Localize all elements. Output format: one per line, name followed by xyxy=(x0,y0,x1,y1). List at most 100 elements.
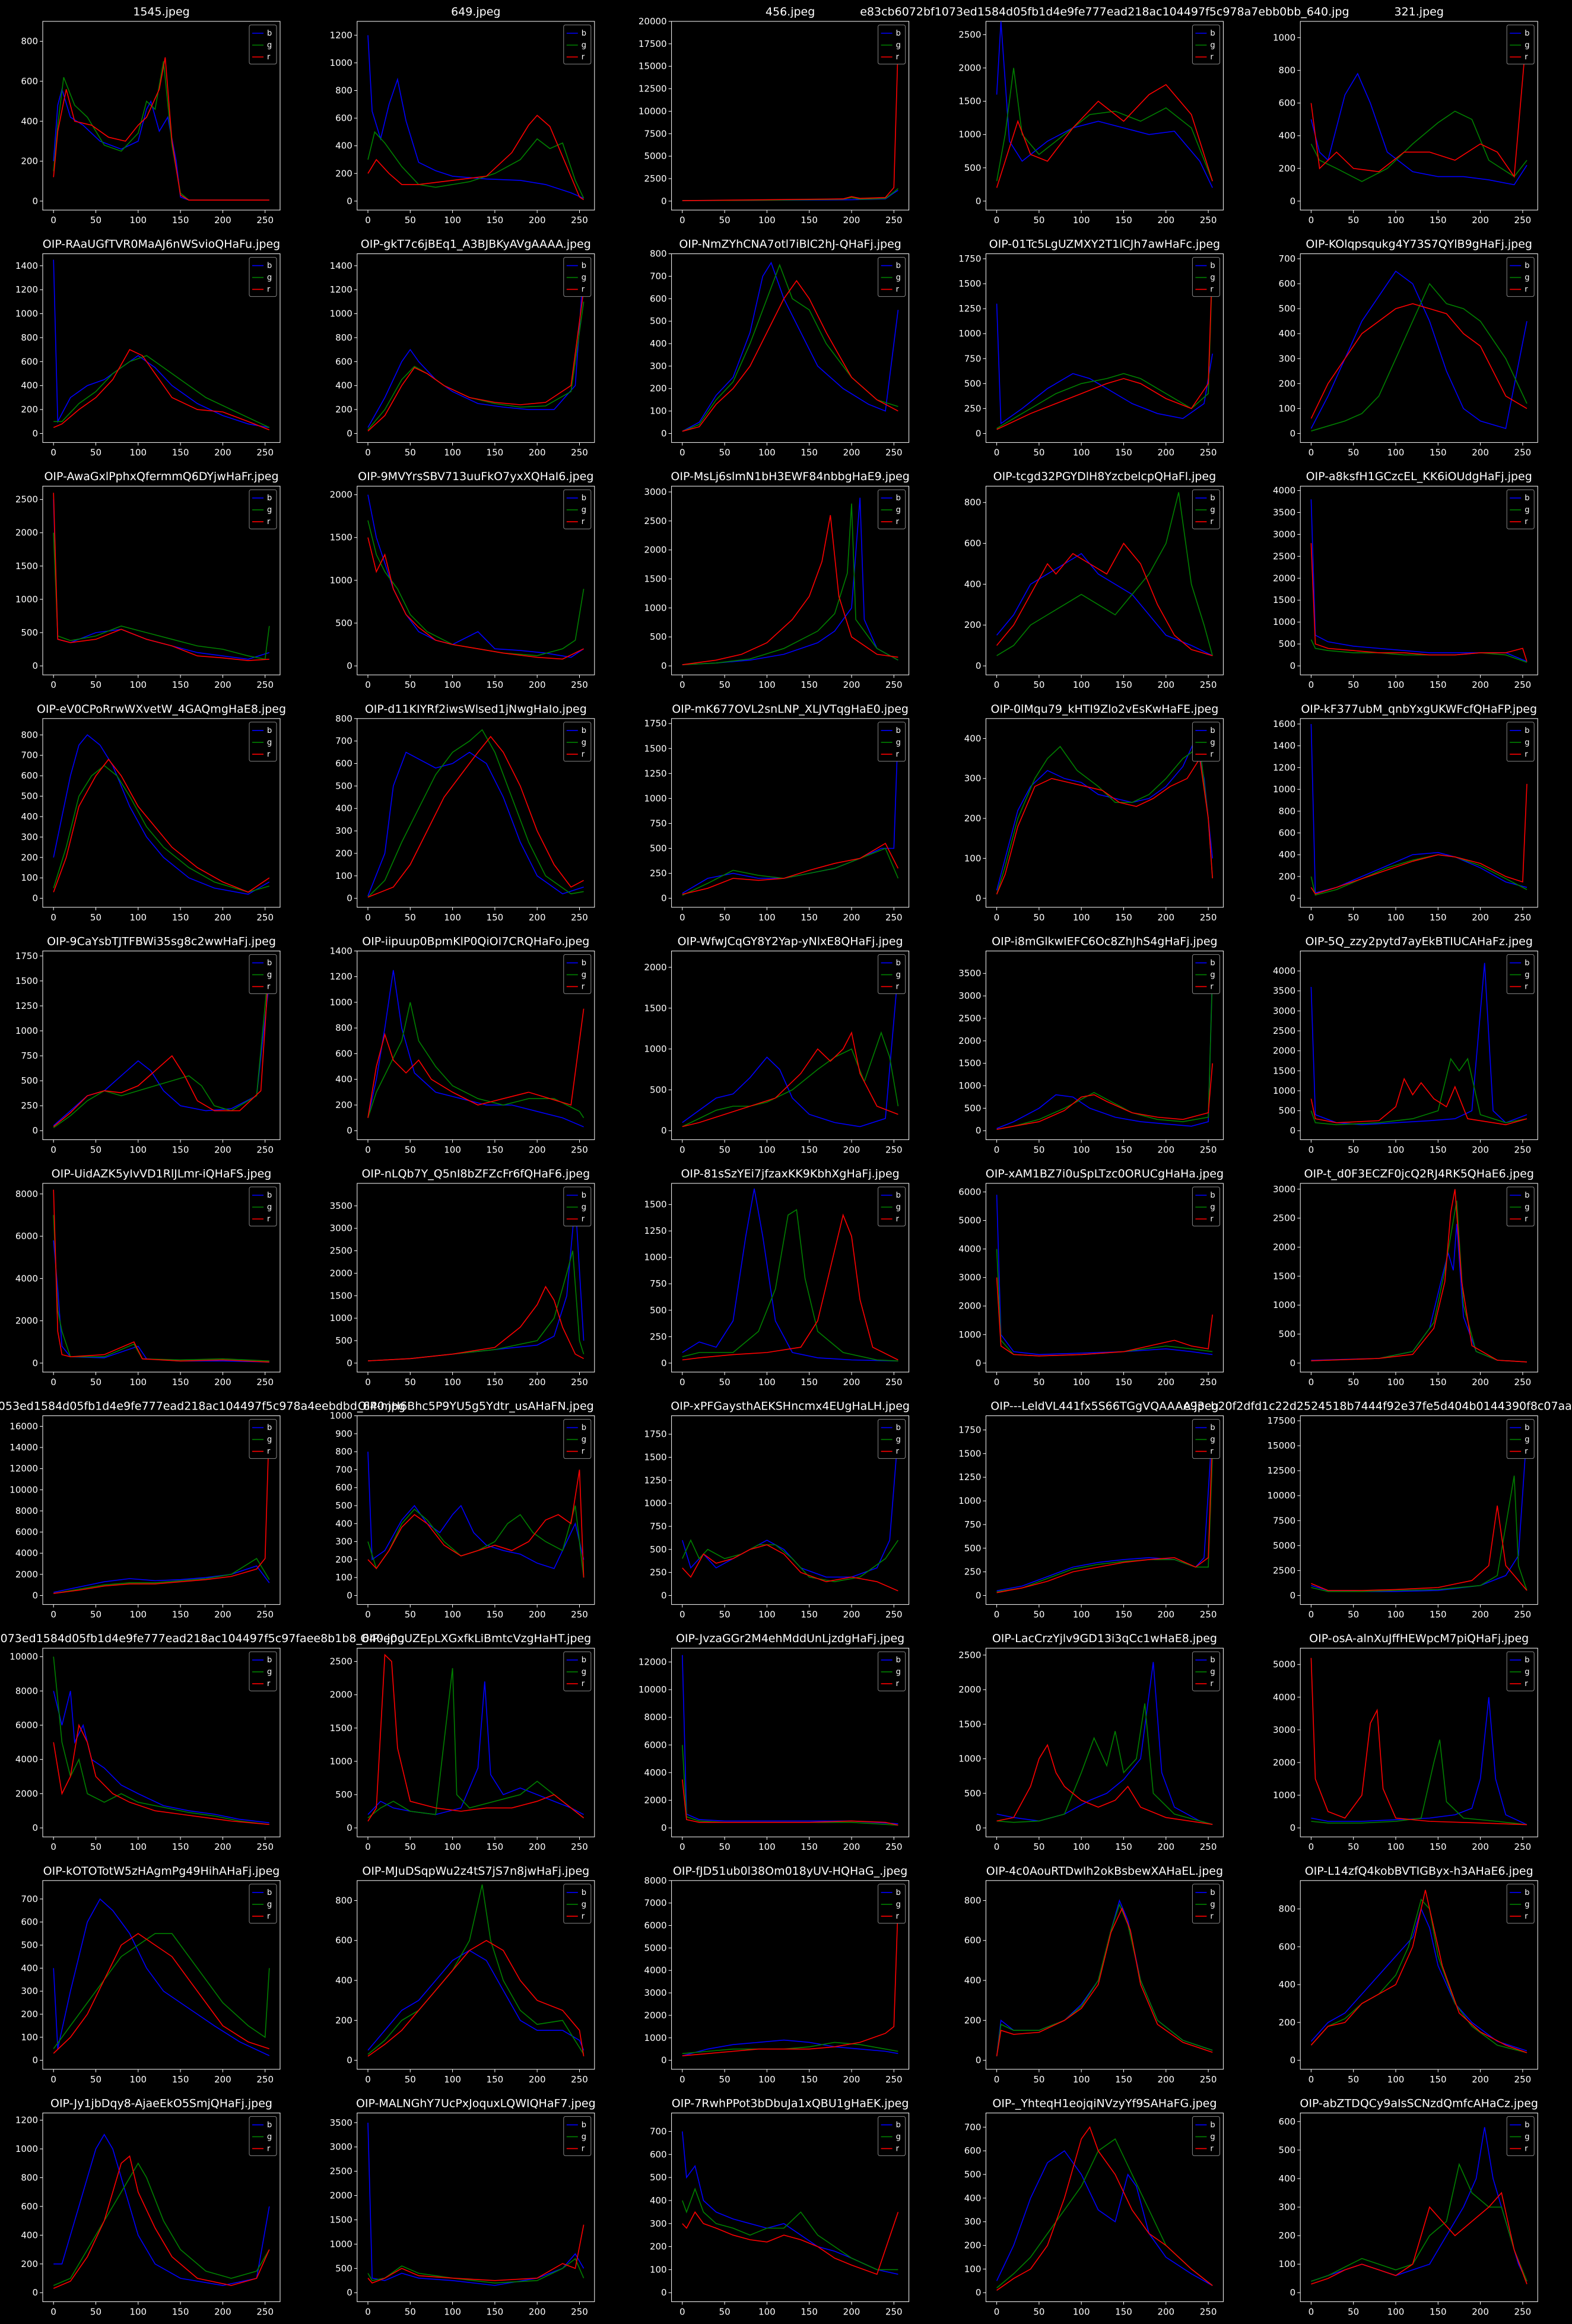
series-line-g xyxy=(996,1903,1213,2057)
chart-title: OIP-UidAZK5yIvVD1RlJLmr-iQHaFS.jpeg xyxy=(52,1167,272,1180)
axes-frame xyxy=(671,1880,910,2070)
series-line-g xyxy=(996,68,1213,182)
y-tick-label: 200 xyxy=(335,2015,352,2025)
axes-frame xyxy=(985,950,1224,1140)
y-tick-label: 0 xyxy=(661,428,667,439)
series-line-g xyxy=(53,1215,269,1362)
legend-label-g: g xyxy=(267,970,272,979)
legend-box xyxy=(1506,1186,1535,1227)
series-line-b xyxy=(53,2133,270,2286)
axes-frame xyxy=(671,950,910,1140)
axes-frame xyxy=(985,718,1224,908)
series-line-r xyxy=(367,2224,585,2284)
y-tick-label: 10000 xyxy=(9,1652,38,1662)
y-tick-label: 1200 xyxy=(15,2115,38,2126)
histogram-panel: OIP-xPFGaysthAEKSHncmx4EUgHaLH.jpeg 0 250 5… xyxy=(644,1400,910,1620)
series-line-g xyxy=(996,1453,1213,1592)
y-tick-label: 1400 xyxy=(330,945,352,956)
y-tick-label: 700 xyxy=(21,1894,38,1904)
x-tick-label: 50 xyxy=(405,912,416,923)
y-tick-label: 1000 xyxy=(15,1026,38,1036)
y-tick-label: 1200 xyxy=(330,30,352,40)
y-tick-label: 3500 xyxy=(330,1201,352,1211)
histogram-panel: OIP-9MVYrsSBV713uuFkO7yxXQHaI6.jpeg05001… xyxy=(330,470,595,690)
y-tick-label: 1400 xyxy=(330,261,352,271)
y-tick-label: 2000 xyxy=(644,962,666,973)
x-tick-label: 250 xyxy=(256,1144,274,1155)
series-line-r xyxy=(682,1903,899,2056)
y-tick-label: 2500 xyxy=(958,1013,981,1024)
y-tick-label: 1500 xyxy=(330,1723,352,1734)
y-tick-label: 5000 xyxy=(1273,1540,1295,1551)
x-tick-label: 100 xyxy=(129,215,147,226)
y-tick-label: 800 xyxy=(650,249,667,259)
chart-title: OIP-t_d0F3ECZF0jcQ2RJ4RK5QHaE6.jpeg xyxy=(1304,1167,1533,1180)
x-tick-label: 50 xyxy=(1033,1842,1044,1852)
legend-label-r: r xyxy=(896,750,900,759)
x-tick-label: 150 xyxy=(1115,1144,1132,1155)
x-tick-label: 250 xyxy=(256,1377,274,1388)
y-tick-label: 7000 xyxy=(644,1898,666,1909)
x-tick-label: 250 xyxy=(571,1842,588,1852)
y-tick-label: 20000 xyxy=(639,16,667,27)
legend-label-r: r xyxy=(267,1912,271,1921)
series-line-b xyxy=(367,751,584,897)
legend-label-g: g xyxy=(896,1900,901,1909)
histogram-panel: OIP-81sSzYEi7jfzaxKK9KbhXgHaFj.jpeg 0 250 5… xyxy=(644,1167,910,1388)
y-tick-label: 500 xyxy=(964,2169,982,2180)
legend-label-b: b xyxy=(582,958,586,967)
x-tick-label: 250 xyxy=(571,1377,588,1388)
series-line-r xyxy=(682,1779,898,1826)
legend-label-b: b xyxy=(582,1424,586,1433)
y-tick-label: 500 xyxy=(650,843,667,854)
x-tick-label: 100 xyxy=(1387,1377,1405,1388)
y-tick-label: 600 xyxy=(964,1935,982,1946)
x-tick-label: 50 xyxy=(1033,912,1044,923)
y-tick-label: 400 xyxy=(21,380,38,391)
y-tick-label: 300 xyxy=(1279,2202,1296,2212)
x-tick-label: 50 xyxy=(1033,215,1044,226)
x-tick-label: 100 xyxy=(1073,1377,1090,1388)
x-tick-label: 250 xyxy=(1514,1842,1532,1852)
y-tick-label: 800 xyxy=(964,1895,982,1906)
x-tick-label: 0 xyxy=(50,2306,56,2317)
y-tick-label: 3500 xyxy=(1273,986,1295,996)
legend-box xyxy=(1192,24,1220,65)
series-line-r xyxy=(682,2211,899,2275)
x-tick-label: 50 xyxy=(1348,1609,1359,1620)
x-tick-label: 50 xyxy=(405,1377,416,1388)
legend-box xyxy=(563,257,592,297)
x-tick-label: 250 xyxy=(1514,2074,1532,2085)
y-tick-label: 200 xyxy=(21,2259,38,2269)
y-tick-label: 500 xyxy=(21,1075,38,1086)
axes-frame xyxy=(1300,950,1538,1140)
histogram-panel: OIP-t_d0F3ECZF0jcQ2RJ4RK5QHaE6.jpeg05001… xyxy=(1273,1167,1538,1388)
legend-label-r: r xyxy=(1525,2144,1528,2153)
y-tick-label: 200 xyxy=(650,2242,667,2252)
y-tick-label: 1500 xyxy=(1273,1065,1295,1076)
series-line-b xyxy=(367,494,585,658)
y-tick-label: 2000 xyxy=(15,1316,38,1326)
y-tick-label: 1000 xyxy=(958,1496,981,1506)
legend-label-g: g xyxy=(896,506,901,515)
x-tick-label: 0 xyxy=(994,1377,1000,1388)
x-tick-label: 150 xyxy=(1115,1377,1132,1388)
series-line-r xyxy=(996,1063,1213,1130)
axes-frame xyxy=(357,2112,595,2302)
series-line-b xyxy=(682,1188,898,1362)
axes-frame xyxy=(985,1183,1224,1373)
legend-label-g: g xyxy=(896,1436,901,1444)
y-tick-label: 750 xyxy=(964,1519,982,1530)
x-tick-label: 0 xyxy=(994,1144,1000,1155)
y-tick-label: 800 xyxy=(21,332,38,343)
y-tick-label: 2000 xyxy=(958,1036,981,1046)
chart-title: OIP-nLQb7Y_Q5nI8bZFZcFr6fQHaF6.jpeg xyxy=(361,1167,590,1180)
y-tick-label: 500 xyxy=(650,1544,667,1555)
chart-title: OIP-RAaUGfTVR0MaAJ6nWSvioQHaFu.jpeg xyxy=(43,238,280,251)
x-tick-label: 0 xyxy=(1309,1842,1314,1852)
chart-title: 321.jpeg xyxy=(1394,5,1443,18)
x-tick-label: 0 xyxy=(679,2074,685,2085)
y-tick-label: 2500 xyxy=(330,1246,352,1256)
legend-label-r: r xyxy=(1210,285,1214,294)
y-tick-label: 250 xyxy=(21,1100,38,1111)
